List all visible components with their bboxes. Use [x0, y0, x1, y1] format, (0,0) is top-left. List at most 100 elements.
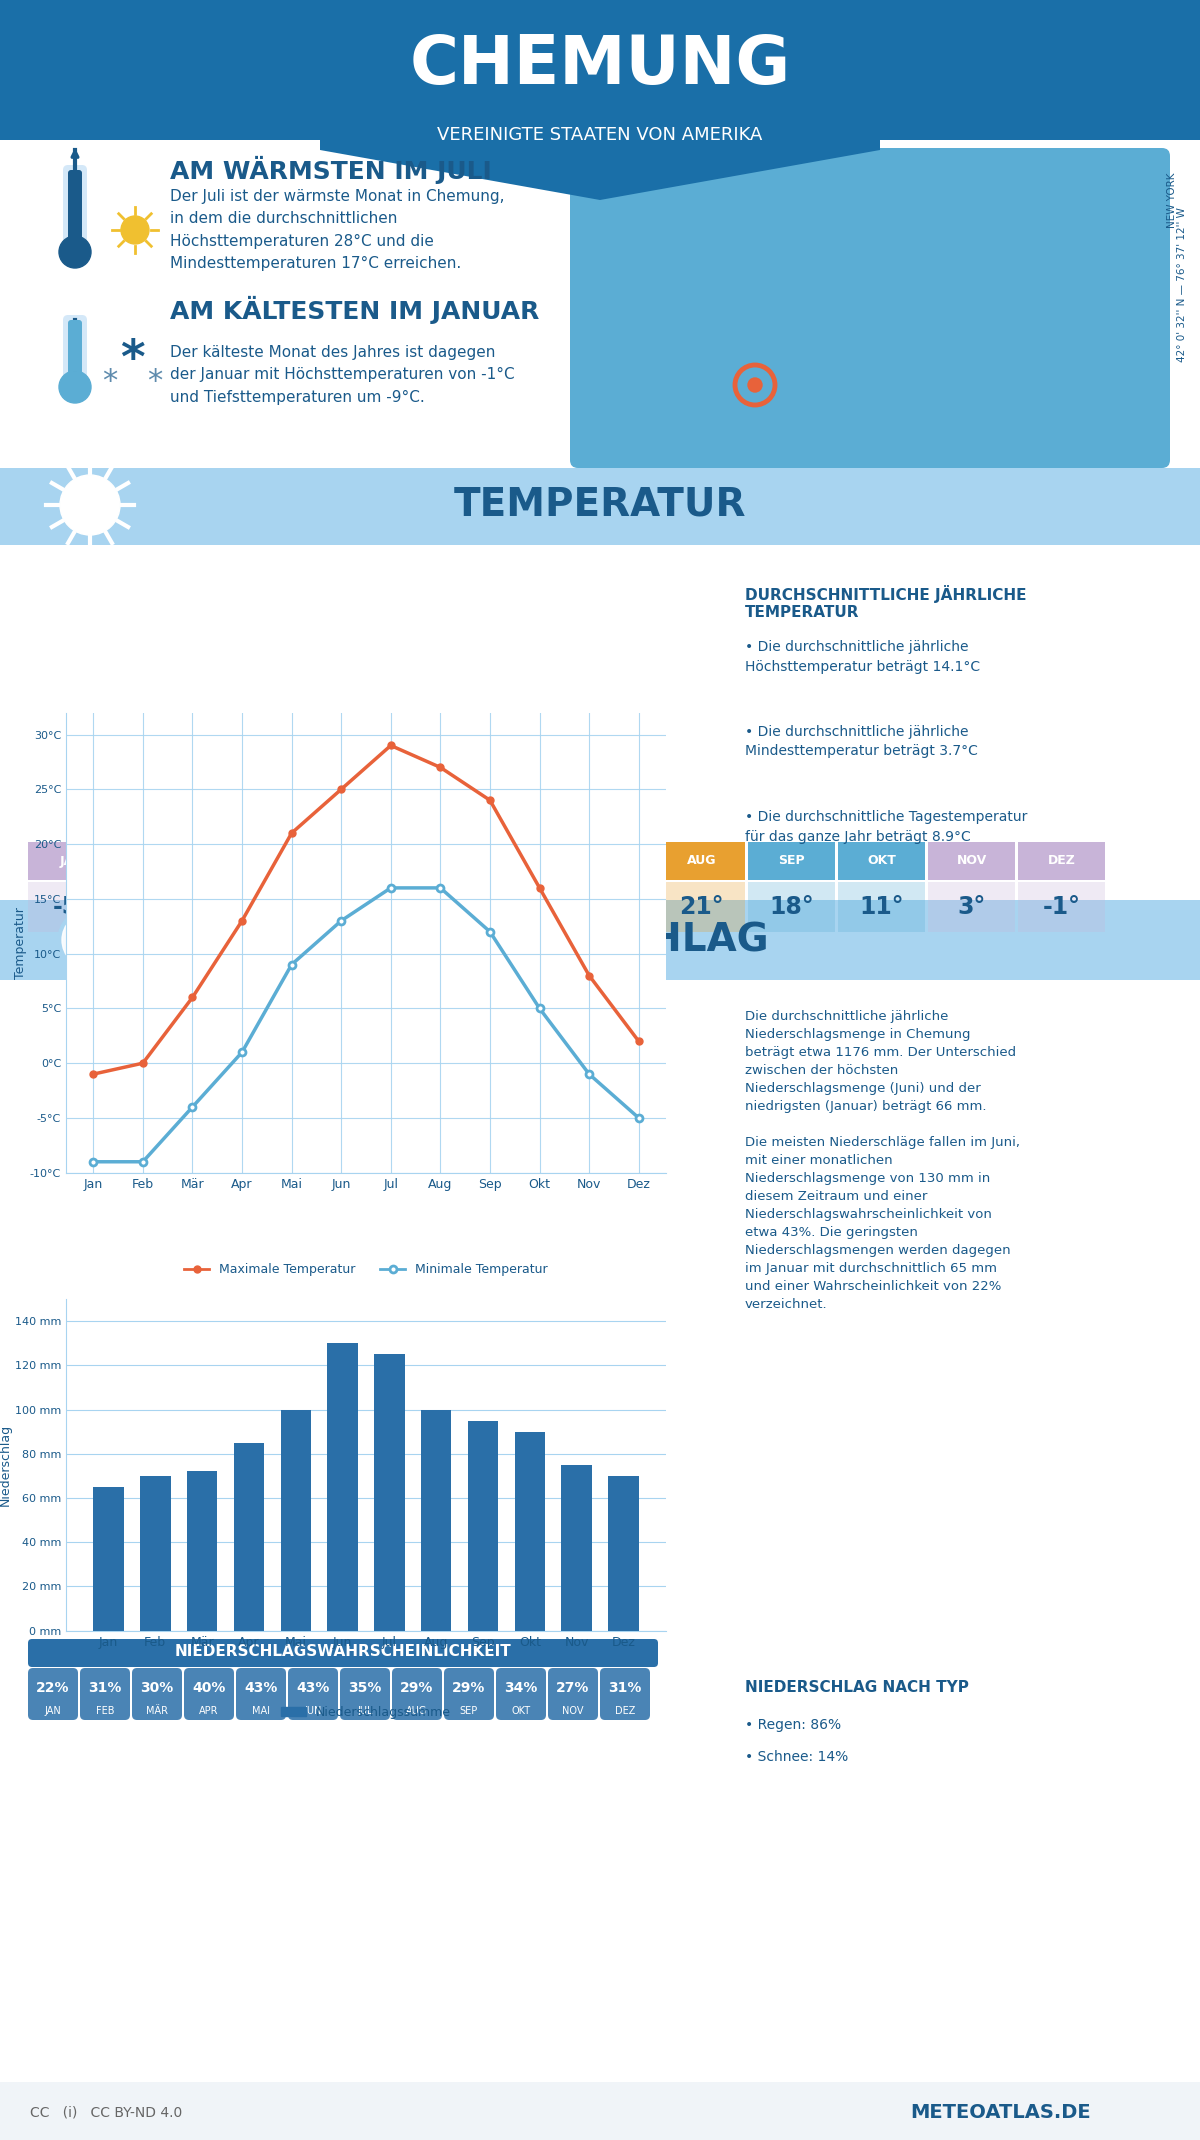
- FancyBboxPatch shape: [68, 169, 82, 244]
- FancyBboxPatch shape: [28, 1639, 658, 1667]
- Text: 23°: 23°: [589, 895, 634, 918]
- Text: APR: APR: [328, 854, 355, 867]
- Text: 43%: 43%: [296, 1680, 330, 1695]
- Text: AUG: AUG: [407, 1706, 427, 1716]
- Text: 11°: 11°: [859, 895, 904, 918]
- Text: -1°: -1°: [1043, 895, 1080, 918]
- Text: NOV: NOV: [956, 854, 986, 867]
- Text: • Die durchschnittliche jährliche
Mindesttemperatur beträgt 3.7°C: • Die durchschnittliche jährliche Mindes…: [745, 725, 978, 758]
- Bar: [0, 469, 1200, 546]
- Text: SEP: SEP: [778, 854, 805, 867]
- Bar: [208, 882, 295, 933]
- Text: FEB: FEB: [149, 854, 175, 867]
- Bar: [94, 1487, 124, 1631]
- Text: 40%: 40%: [192, 1680, 226, 1695]
- Text: Der Juli ist der wärmste Monat in Chemung,
in dem die durchschnittlichen
Höchstt: Der Juli ist der wärmste Monat in Chemun…: [170, 188, 504, 272]
- Bar: [0, 901, 1200, 980]
- Text: *: *: [148, 368, 163, 396]
- Text: 1°: 1°: [238, 895, 265, 918]
- Text: 18°: 18°: [769, 895, 814, 918]
- Text: NOV: NOV: [563, 1706, 583, 1716]
- Text: 7°: 7°: [328, 895, 355, 918]
- Circle shape: [59, 235, 91, 268]
- Bar: [658, 882, 745, 933]
- Text: *: *: [102, 368, 118, 396]
- Bar: [28, 841, 115, 880]
- Text: JUN: JUN: [509, 854, 534, 867]
- Circle shape: [58, 907, 122, 972]
- Bar: [0, 0, 1200, 139]
- Text: MAI: MAI: [419, 854, 445, 867]
- FancyBboxPatch shape: [392, 1667, 442, 1721]
- FancyBboxPatch shape: [132, 1667, 182, 1721]
- Text: DEZ: DEZ: [614, 1706, 635, 1716]
- Circle shape: [748, 379, 762, 392]
- Text: 31%: 31%: [89, 1680, 121, 1695]
- Bar: [838, 882, 925, 933]
- FancyBboxPatch shape: [548, 1667, 598, 1721]
- Text: MÄR: MÄR: [146, 1706, 168, 1716]
- Text: Die durchschnittliche jährliche
Niederschlagsmenge in Chemung
beträgt etwa 1176 : Die durchschnittliche jährliche Niedersc…: [745, 1010, 1020, 1312]
- Text: • Regen: 86%: • Regen: 86%: [745, 1718, 841, 1731]
- Circle shape: [121, 216, 149, 244]
- Bar: [328, 1344, 358, 1631]
- Text: 27%: 27%: [557, 1680, 589, 1695]
- Text: • Schnee: 14%: • Schnee: 14%: [745, 1751, 848, 1763]
- Y-axis label: Niederschlag: Niederschlag: [0, 1423, 12, 1507]
- Bar: [515, 1432, 545, 1631]
- Bar: [388, 882, 475, 933]
- Text: 21°: 21°: [679, 895, 724, 918]
- Text: AUG: AUG: [686, 854, 716, 867]
- Text: NIEDERSCHLAG NACH TYP: NIEDERSCHLAG NACH TYP: [745, 1680, 968, 1695]
- Text: JUN: JUN: [305, 1706, 322, 1716]
- Text: JUL: JUL: [600, 854, 623, 867]
- Bar: [0, 2082, 1200, 2140]
- Text: 3°: 3°: [958, 895, 985, 918]
- Text: 22%: 22%: [36, 1680, 70, 1695]
- Bar: [320, 0, 880, 150]
- Circle shape: [59, 370, 91, 402]
- Text: 29%: 29%: [452, 1680, 486, 1695]
- Text: 19°: 19°: [499, 895, 544, 918]
- Bar: [187, 1472, 217, 1631]
- Bar: [281, 1410, 311, 1631]
- Text: DURCHSCHNITTLICHE JÄHRLICHE
TEMPERATUR: DURCHSCHNITTLICHE JÄHRLICHE TEMPERATUR: [745, 584, 1026, 621]
- Text: -5°: -5°: [53, 895, 90, 918]
- Text: APR: APR: [199, 1706, 218, 1716]
- Text: JUL: JUL: [358, 1706, 373, 1716]
- Text: 42° 0' 32'' N — 76° 37' 12'' W: 42° 0' 32'' N — 76° 37' 12'' W: [1177, 208, 1187, 362]
- Text: 35%: 35%: [348, 1680, 382, 1695]
- Bar: [608, 1477, 638, 1631]
- Text: 29%: 29%: [401, 1680, 433, 1695]
- Bar: [28, 882, 115, 933]
- Text: SEP: SEP: [460, 1706, 478, 1716]
- Bar: [234, 1442, 264, 1631]
- Bar: [658, 841, 745, 880]
- Bar: [468, 1421, 498, 1631]
- FancyBboxPatch shape: [80, 1667, 130, 1721]
- Bar: [748, 882, 835, 933]
- Circle shape: [60, 475, 120, 535]
- Text: 34%: 34%: [504, 1680, 538, 1695]
- Text: VEREINIGTE STAATEN VON AMERIKA: VEREINIGTE STAATEN VON AMERIKA: [437, 126, 763, 143]
- Bar: [568, 882, 655, 933]
- Bar: [562, 1464, 592, 1631]
- Circle shape: [54, 469, 126, 541]
- FancyBboxPatch shape: [68, 321, 82, 381]
- Text: • Die durchschnittliche jährliche
Höchsttemperatur beträgt 14.1°C: • Die durchschnittliche jährliche Höchst…: [745, 640, 980, 674]
- Y-axis label: Temperatur: Temperatur: [14, 907, 28, 978]
- Legend: Maximale Temperatur, Minimale Temperatur: Maximale Temperatur, Minimale Temperatur: [179, 1258, 553, 1282]
- FancyBboxPatch shape: [600, 1667, 650, 1721]
- Bar: [568, 841, 655, 880]
- Text: TÄGLICHE TEMPERATUR: TÄGLICHE TEMPERATUR: [302, 826, 598, 845]
- Text: MAI: MAI: [252, 1706, 270, 1716]
- FancyBboxPatch shape: [288, 1667, 338, 1721]
- Text: U: U: [76, 920, 104, 954]
- Bar: [478, 882, 565, 933]
- FancyBboxPatch shape: [184, 1667, 234, 1721]
- FancyBboxPatch shape: [64, 315, 88, 385]
- Bar: [421, 1410, 451, 1631]
- Text: JAN: JAN: [59, 854, 84, 867]
- Text: NIEDERSCHLAG: NIEDERSCHLAG: [431, 920, 769, 959]
- Text: OKT: OKT: [511, 1706, 530, 1716]
